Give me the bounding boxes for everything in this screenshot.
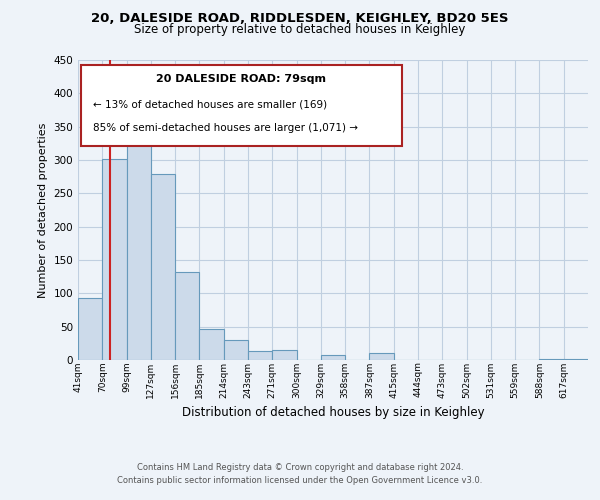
Bar — [127, 132, 151, 360]
Bar — [102, 158, 127, 360]
Bar — [78, 298, 102, 360]
Bar — [539, 358, 564, 360]
Bar — [224, 340, 248, 360]
FancyBboxPatch shape — [80, 64, 402, 146]
Bar — [151, 174, 175, 360]
X-axis label: Distribution of detached houses by size in Keighley: Distribution of detached houses by size … — [182, 406, 484, 419]
Bar — [272, 350, 296, 360]
Bar — [321, 356, 345, 360]
Text: 20, DALESIDE ROAD, RIDDLESDEN, KEIGHLEY, BD20 5ES: 20, DALESIDE ROAD, RIDDLESDEN, KEIGHLEY,… — [91, 12, 509, 26]
Text: 20 DALESIDE ROAD: 79sqm: 20 DALESIDE ROAD: 79sqm — [156, 74, 326, 84]
Text: Contains HM Land Registry data © Crown copyright and database right 2024.: Contains HM Land Registry data © Crown c… — [137, 464, 463, 472]
Bar — [564, 358, 588, 360]
Bar — [248, 352, 272, 360]
Text: Contains public sector information licensed under the Open Government Licence v3: Contains public sector information licen… — [118, 476, 482, 485]
Bar — [370, 354, 394, 360]
Bar — [175, 272, 199, 360]
Text: Size of property relative to detached houses in Keighley: Size of property relative to detached ho… — [134, 22, 466, 36]
Bar — [199, 328, 224, 360]
Y-axis label: Number of detached properties: Number of detached properties — [38, 122, 48, 298]
Text: ← 13% of detached houses are smaller (169): ← 13% of detached houses are smaller (16… — [94, 100, 328, 110]
Text: 85% of semi-detached houses are larger (1,071) →: 85% of semi-detached houses are larger (… — [94, 123, 358, 133]
